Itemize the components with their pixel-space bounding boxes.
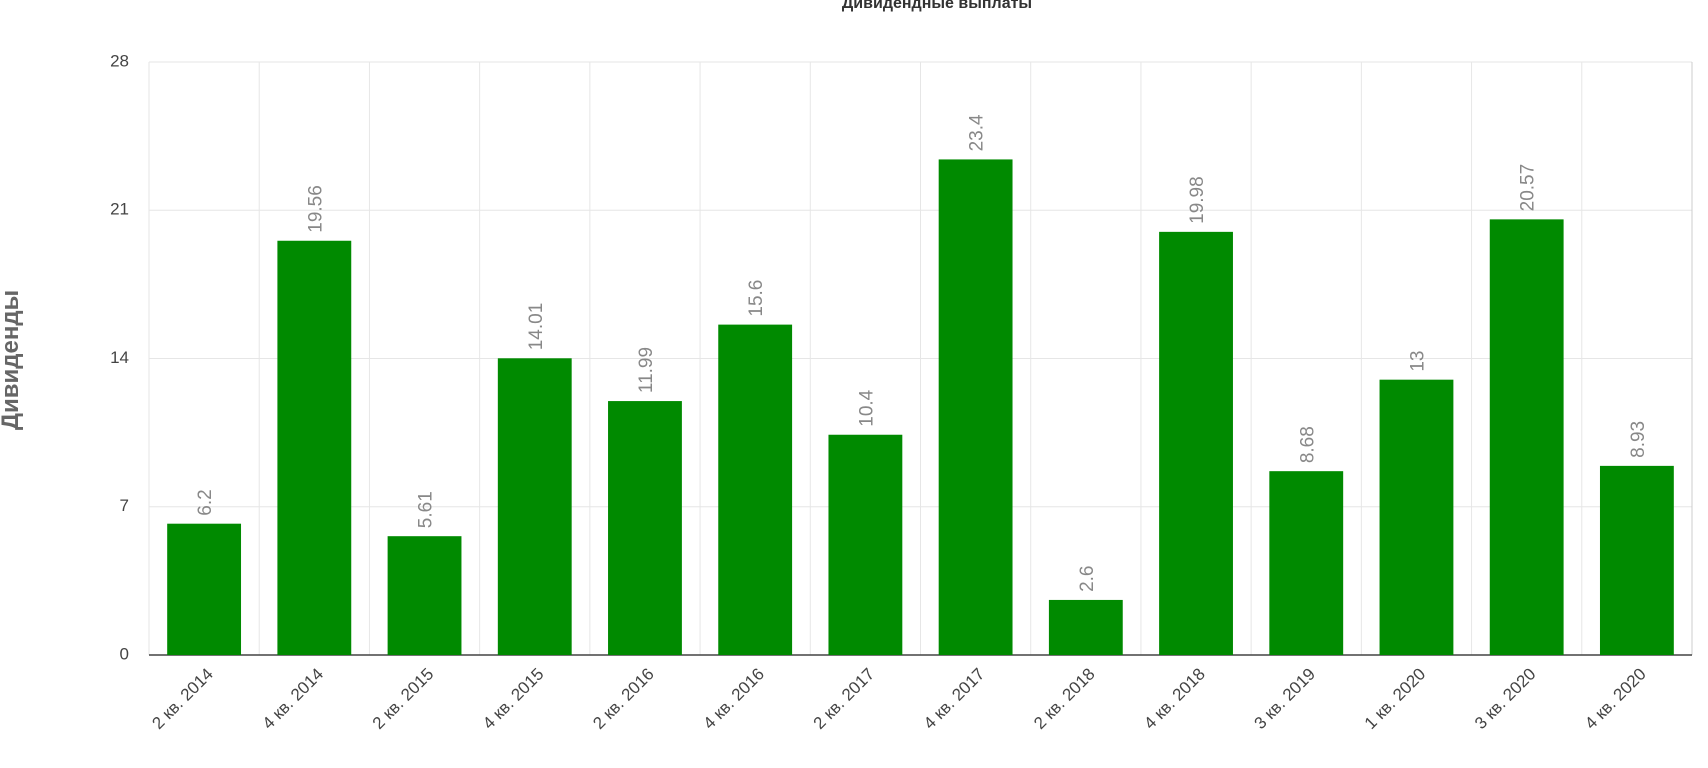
chart-title: Дивидендные выплаты [842,0,1032,12]
value-label: 8.93 [1628,421,1649,458]
y-tick-label: 7 [120,496,129,515]
x-tick-label: 4 кв. 2020 [1581,664,1650,733]
x-tick-label: 4 кв. 2018 [1140,664,1209,733]
value-label: 19.98 [1187,176,1208,224]
bar [1159,231,1233,655]
x-tick-label: 3 кв. 2020 [1471,664,1540,733]
bar [718,324,793,655]
x-tick-label: 4 кв. 2015 [479,664,548,733]
value-label: 5.61 [416,491,437,528]
bar [1048,599,1123,655]
value-label: 20.57 [1518,164,1539,212]
bar [387,536,462,655]
x-tick-label: 2 кв. 2015 [369,664,438,733]
bar [497,358,572,655]
value-label: 11.99 [636,347,657,393]
x-tick-label: 2 кв. 2014 [148,664,217,733]
value-label: 13 [1407,351,1428,372]
y-axis-label: Дивиденды [0,290,24,430]
y-tick-label: 14 [110,348,129,367]
x-tick-label: 2 кв. 2017 [810,664,879,733]
bar [1599,465,1674,655]
y-tick-label: 0 [120,644,129,663]
bar [938,159,1013,655]
x-tick-label: 3 кв. 2019 [1251,664,1320,733]
value-label: 23.4 [967,114,988,151]
value-label: 8.68 [1297,426,1318,463]
bar [1489,219,1564,655]
x-tick-label: 2 кв. 2018 [1030,664,1099,733]
x-tick-label: 4 кв. 2017 [920,664,989,733]
x-tick-label: 2 кв. 2016 [589,664,658,733]
y-tick-label: 28 [110,51,129,70]
bar [1379,379,1454,655]
bar [608,401,682,655]
x-tick-label: 4 кв. 2016 [699,664,768,733]
bar [277,240,352,656]
y-tick-label: 21 [110,200,129,219]
bar [828,434,903,655]
value-label: 15.6 [746,280,767,317]
value-label: 2.6 [1077,566,1098,592]
x-tick-label: 1 кв. 2020 [1361,664,1430,733]
value-label: 6.2 [195,489,216,515]
value-label: 19.56 [305,185,326,233]
bar [167,523,242,655]
x-tick-label: 4 кв. 2014 [259,664,328,733]
value-label: 14.01 [526,303,547,351]
bar [1269,471,1344,655]
value-label: 10.4 [856,389,877,426]
